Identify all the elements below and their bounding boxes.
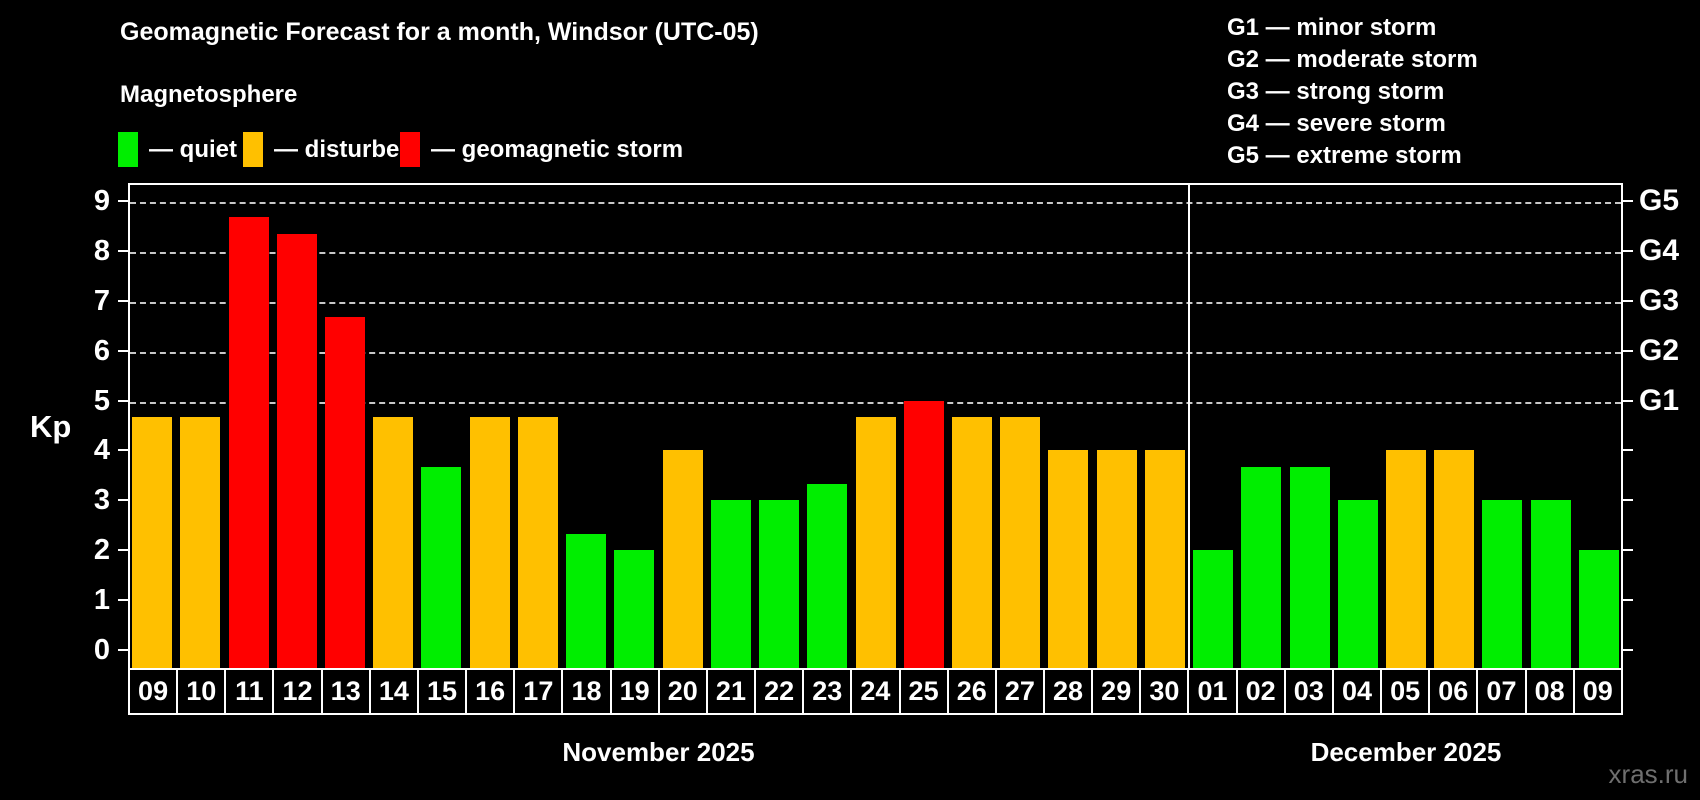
right-axis-tick <box>1623 299 1633 302</box>
g-scale-legend: G1 — minor storm G2 — moderate storm G3 … <box>1227 12 1478 172</box>
day-label: 24 <box>850 668 901 715</box>
gridline-kp6 <box>130 351 1621 354</box>
y-axis-tick-label: 5 <box>93 384 110 417</box>
g-legend-item-g3: G3 — strong storm <box>1227 78 1445 105</box>
right-axis-tick <box>1623 399 1633 402</box>
gridline-kp5 <box>130 401 1621 404</box>
g-axis-label-g4: G4 <box>1639 233 1680 267</box>
day-label: 30 <box>1139 668 1190 715</box>
day-label: 02 <box>1235 668 1286 715</box>
day-label: 25 <box>898 668 949 715</box>
disturbed-color-swatch-icon <box>243 132 263 167</box>
legend-item-disturbed: — disturbed <box>243 131 414 168</box>
day-label: 23 <box>802 668 853 715</box>
day-label: 19 <box>609 668 660 715</box>
day-label: 04 <box>1331 668 1383 715</box>
legend-item-storm: — geomagnetic storm <box>400 131 683 168</box>
gridline-kp8 <box>130 251 1621 254</box>
g-axis-label-g3: G3 <box>1639 283 1680 317</box>
day-label: 06 <box>1428 668 1479 715</box>
g-axis-label-g1: G1 <box>1639 383 1680 417</box>
quiet-color-swatch-icon <box>118 132 138 167</box>
y-axis-tick-label: 1 <box>93 584 110 617</box>
right-axis-tick <box>1623 499 1633 502</box>
y-axis-tick-label: 3 <box>93 484 110 517</box>
day-label: 16 <box>465 668 516 715</box>
right-axis-tick <box>1623 349 1633 352</box>
day-label: 10 <box>176 668 227 715</box>
day-label: 15 <box>416 668 468 715</box>
y-axis-tick-label: 2 <box>93 534 110 567</box>
y-axis-tick-label: 9 <box>93 184 110 217</box>
left-axis-tick <box>118 449 128 452</box>
legend-storm-label: — geomagnetic storm <box>431 135 684 163</box>
y-axis-tick-label: 6 <box>93 334 110 367</box>
day-label: 29 <box>1091 668 1142 715</box>
left-axis-tick <box>118 249 128 252</box>
day-label: 11 <box>224 668 275 715</box>
day-label: 12 <box>272 668 323 715</box>
day-label: 05 <box>1380 668 1431 715</box>
right-axis-tick <box>1623 599 1633 602</box>
day-label: 07 <box>1476 668 1527 715</box>
left-axis-tick <box>118 399 128 402</box>
day-label: 28 <box>1042 668 1094 715</box>
chart-subtitle: Magnetosphere <box>120 81 298 108</box>
left-axis-tick <box>118 549 128 552</box>
day-label: 09 <box>1572 668 1623 715</box>
day-label: 13 <box>320 668 371 715</box>
legend-disturbed-label: — disturbed <box>274 135 415 163</box>
y-axis-tick-label: 7 <box>93 284 110 317</box>
left-axis-tick <box>118 299 128 302</box>
x-axis-day-labels: 09 10 11 12 13 14 15 16 17 18 19 20 21 22 23 24 25 26 27 28… <box>128 668 1623 715</box>
g-legend-item-g1: G1 — minor storm <box>1227 14 1437 41</box>
storm-color-swatch-icon <box>400 132 420 167</box>
month-label-december: December 2025 <box>1310 737 1502 767</box>
g-legend-item-g4: G4 — severe storm <box>1227 110 1446 137</box>
day-label: 18 <box>561 668 612 715</box>
g-axis-label-g5: G5 <box>1639 183 1680 217</box>
right-axis-tick <box>1623 449 1633 452</box>
right-axis-tick <box>1623 649 1633 651</box>
day-label: 17 <box>513 668 564 715</box>
day-label: 03 <box>1283 668 1334 715</box>
y-axis-tick-label: 4 <box>93 434 110 467</box>
right-axis-tick <box>1623 249 1633 252</box>
y-axis-tick-label: 0 <box>93 634 110 666</box>
g-legend-item-g5: G5 — extreme storm <box>1227 142 1462 169</box>
legend-quiet-label: — quiet <box>149 135 237 163</box>
left-axis-tick <box>118 499 128 502</box>
y-axis-tick-label: 8 <box>93 234 110 267</box>
gridline-kp7 <box>130 301 1621 304</box>
legend-item-quiet: — quiet <box>118 131 237 168</box>
chart-title: Geomagnetic Forecast for a month, Windso… <box>120 18 759 46</box>
right-axis-tick <box>1623 549 1633 552</box>
right-axis-tick <box>1623 199 1633 202</box>
left-axis-tick <box>118 199 128 202</box>
left-axis-tick <box>118 349 128 352</box>
day-label: 22 <box>754 668 805 715</box>
day-label: 20 <box>657 668 708 715</box>
day-label: 14 <box>368 668 419 715</box>
day-label: 09 <box>128 668 179 715</box>
day-label: 27 <box>994 668 1045 715</box>
left-axis-tick <box>118 599 128 602</box>
day-label: 08 <box>1524 668 1575 715</box>
day-label: 26 <box>946 668 997 715</box>
day-label: 21 <box>705 668 757 715</box>
gridline-kp9 <box>130 201 1621 204</box>
y-axis-title: Kp <box>30 409 72 444</box>
day-label: 01 <box>1187 668 1238 715</box>
watermark: xras.ru <box>1608 759 1688 789</box>
left-axis-tick <box>118 649 128 651</box>
plot-area <box>128 183 1623 668</box>
month-label-november: November 2025 <box>562 737 755 767</box>
g-axis-label-g2: G2 <box>1639 333 1680 367</box>
g-legend-item-g2: G2 — moderate storm <box>1227 46 1478 73</box>
